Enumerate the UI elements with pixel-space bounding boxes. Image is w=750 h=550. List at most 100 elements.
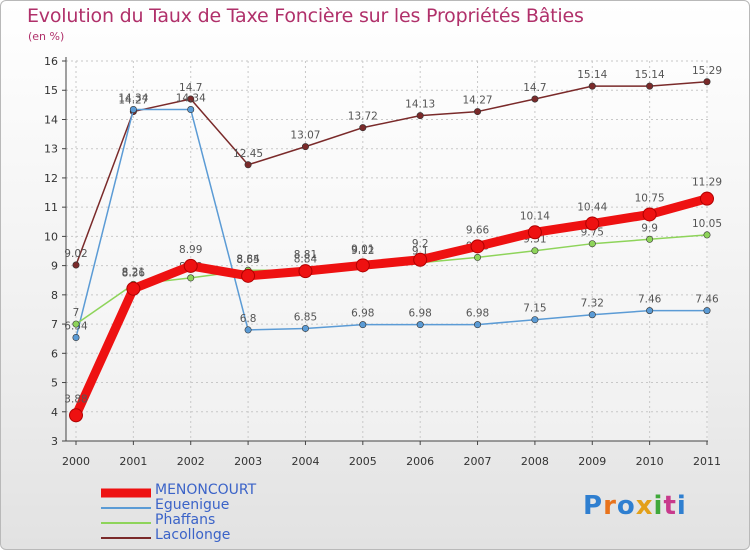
data-point-phaffans	[703, 231, 711, 239]
data-point-eguenigue	[531, 316, 539, 324]
data-label-eguenigue: 7.46	[695, 294, 719, 306]
data-point-phaffans	[531, 247, 539, 255]
data-point-menoncourt	[355, 258, 370, 273]
data-label-lacollonge: 15.14	[577, 69, 607, 81]
legend-label-eguenigue: Eguenigue	[155, 497, 230, 513]
data-label-lacollonge: 15.29	[692, 65, 722, 77]
data-label-lacollonge: 14.7	[179, 82, 202, 94]
series-line-lacollonge	[75, 81, 708, 266]
data-label-eguenigue: 14.34	[176, 93, 206, 105]
data-label-lacollonge: 15.14	[635, 69, 665, 81]
y-tick-label: 7	[51, 318, 58, 331]
data-label-eguenigue: 7.46	[638, 294, 662, 306]
data-label-menoncourt: 11.29	[692, 177, 722, 189]
y-tick-label: 9	[51, 260, 58, 273]
data-label-phaffans: 9.9	[641, 222, 658, 234]
data-point-phaffans	[474, 253, 482, 261]
data-point-lacollonge	[187, 95, 195, 103]
data-point-menoncourt	[527, 225, 542, 240]
legend-label-menoncourt: MENONCOURT	[155, 482, 257, 498]
y-tick-label: 15	[44, 84, 58, 97]
data-point-lacollonge	[301, 143, 309, 151]
data-point-eguenigue	[72, 334, 80, 342]
y-axis-unit: (en %)	[28, 30, 65, 43]
data-label-lacollonge: 14.13	[405, 99, 435, 111]
series-menoncourt: 3.88 8.21 8.99 8.65 8.81 9.01 9.2 9.66 10.14 10.4…	[64, 177, 722, 423]
data-label-menoncourt: 10.75	[635, 192, 665, 204]
data-point-lacollonge	[474, 108, 482, 116]
logo-letter: t	[663, 491, 677, 521]
data-label-lacollonge: 14.27	[118, 95, 148, 107]
data-point-lacollonge	[416, 112, 424, 120]
data-label-menoncourt: 9.66	[466, 224, 490, 236]
logo-letter: o	[616, 491, 636, 521]
data-label-menoncourt: 8.99	[179, 244, 202, 256]
data-label-lacollonge: 13.72	[348, 111, 378, 123]
legend-label-phaffans: Phaffans	[155, 512, 216, 528]
data-label-menoncourt: 8.81	[294, 249, 317, 261]
chart-title: Evolution du Taux de Taxe Foncière sur l…	[27, 5, 584, 27]
data-point-eguenigue	[244, 326, 252, 334]
data-point-menoncourt	[413, 252, 428, 267]
data-point-eguenigue	[588, 311, 596, 319]
data-point-menoncourt	[642, 207, 657, 222]
data-point-phaffans	[588, 240, 596, 248]
y-tick-label: 14	[44, 113, 58, 126]
x-tick-label: 2008	[521, 455, 549, 468]
data-label-phaffans: 8.36	[122, 267, 146, 279]
data-point-menoncourt	[298, 264, 313, 279]
data-point-lacollonge	[531, 95, 539, 103]
data-point-phaffans	[72, 320, 80, 328]
y-tick-label: 12	[44, 172, 58, 185]
x-tick-label: 2005	[349, 455, 377, 468]
logo-letter: r	[603, 491, 617, 521]
data-label-phaffans: 10.05	[692, 218, 722, 230]
data-point-menoncourt	[470, 239, 485, 254]
y-tick-label: 5	[51, 377, 58, 390]
data-point-eguenigue	[703, 307, 711, 315]
data-point-lacollonge	[646, 82, 654, 90]
data-label-phaffans: 9.75	[581, 227, 604, 239]
data-point-lacollonge	[244, 161, 252, 169]
plot-area	[66, 61, 708, 441]
data-label-lacollonge: 9.02	[64, 248, 87, 260]
y-tick-label: 10	[44, 230, 58, 243]
data-point-phaffans	[646, 235, 654, 243]
data-point-menoncourt	[241, 268, 256, 283]
data-point-menoncourt	[126, 281, 141, 296]
x-tick-label: 2011	[693, 455, 721, 468]
data-label-eguenigue: 6.98	[351, 308, 374, 320]
logo-letter: i	[653, 491, 664, 521]
data-point-eguenigue	[129, 106, 137, 114]
proxiti-logo: Proxiti	[583, 491, 687, 521]
data-label-eguenigue: 6.98	[408, 308, 431, 320]
logo-letter: i	[676, 491, 687, 521]
y-tick-label: 16	[44, 55, 58, 68]
x-tick-label: 2001	[119, 455, 147, 468]
data-label-lacollonge: 14.27	[463, 95, 493, 107]
data-point-eguenigue	[474, 321, 482, 329]
x-tick-label: 2000	[62, 455, 90, 468]
x-tick-label: 2007	[464, 455, 492, 468]
y-tick-label: 3	[51, 435, 58, 448]
legend-label-lacollonge: Lacollonge	[155, 527, 231, 543]
data-label-menoncourt: 9.01	[351, 243, 374, 255]
legend-swatch-lacollonge	[101, 537, 151, 539]
data-label-phaffans: 7	[73, 307, 80, 319]
data-point-eguenigue	[646, 307, 654, 315]
data-point-eguenigue	[301, 324, 309, 332]
data-point-phaffans	[187, 274, 195, 282]
series-eguenigue: 6.5414.3414.346.86.856.986.986.987.157.3…	[64, 93, 719, 342]
y-tick-label: 6	[51, 347, 58, 360]
data-point-lacollonge	[72, 261, 80, 269]
x-tick-label: 2006	[406, 455, 434, 468]
series-line-menoncourt	[71, 194, 712, 420]
data-point-menoncourt	[700, 191, 714, 206]
data-label-eguenigue: 6.85	[294, 311, 317, 323]
data-point-lacollonge	[588, 82, 596, 90]
data-point-lacollonge	[359, 124, 367, 132]
x-tick-label: 2002	[177, 455, 205, 468]
data-label-eguenigue: 6.8	[240, 313, 257, 325]
